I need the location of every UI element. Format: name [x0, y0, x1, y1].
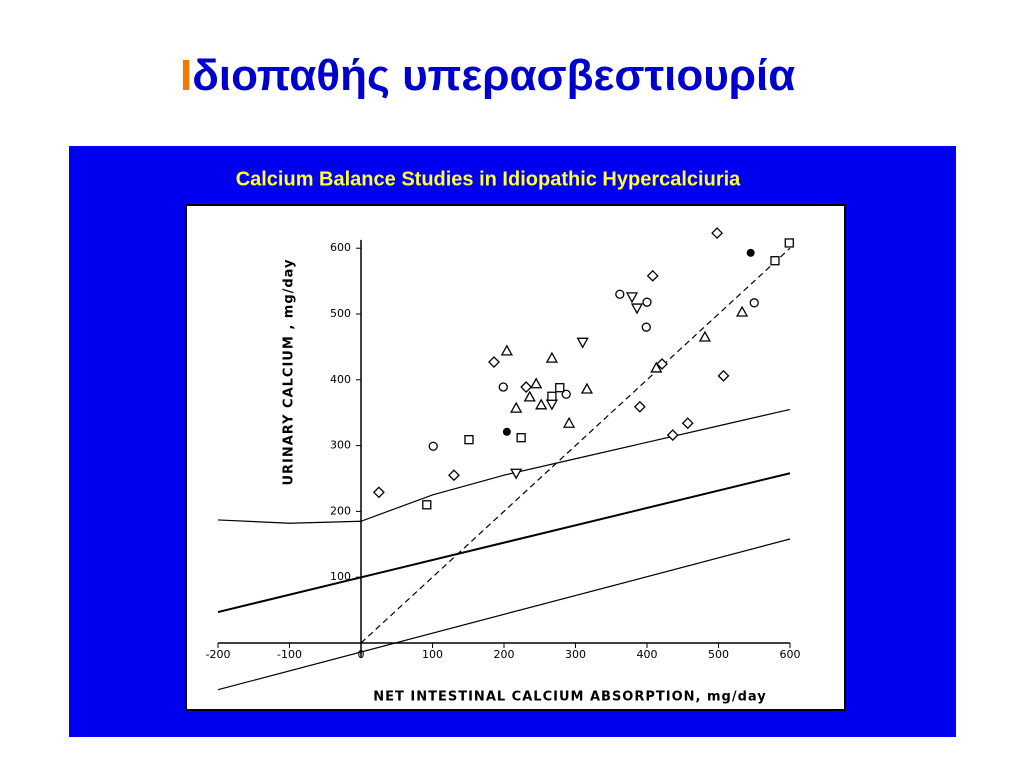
slide-title: Iδιοπαθής υπερασβεστιουρία: [180, 51, 795, 100]
point: [516, 433, 526, 443]
chart-title: Calcium Balance Studies in Idiopathic Hy…: [236, 168, 741, 190]
point: [545, 351, 559, 363]
plot: -200 -100 0 100 200 300 400 500 600 100 200 300 400 5…: [206, 227, 801, 691]
point: [656, 358, 668, 370]
point: [681, 417, 694, 430]
point: [735, 305, 749, 317]
point: [530, 377, 543, 389]
point: [488, 356, 500, 368]
point: [717, 369, 730, 382]
point: [642, 297, 652, 307]
x-tick-label: -100: [277, 648, 302, 661]
point: [535, 398, 548, 410]
point: [666, 429, 679, 441]
x-tick-label: 200: [494, 648, 515, 661]
y-tick-label: 400: [330, 373, 351, 386]
y-axis-label: URINARY CALCIUM , mg/day: [282, 258, 297, 485]
point: [510, 401, 523, 413]
fit-line: [217, 472, 791, 614]
point: [746, 248, 755, 257]
point: [615, 289, 625, 299]
point: [372, 486, 385, 499]
point: [464, 435, 474, 445]
x-tick-label: 0: [358, 648, 365, 661]
point: [562, 416, 576, 428]
point: [625, 292, 639, 304]
y-tick-label: 100: [330, 570, 351, 583]
title-initial: I: [180, 51, 192, 100]
point: [500, 344, 513, 356]
point: [498, 382, 508, 392]
point: [580, 382, 594, 394]
point: [547, 391, 557, 401]
fit-line: [217, 538, 791, 691]
point: [555, 383, 565, 393]
title-rest: διοπαθής υπερασβεστιουρία: [192, 51, 795, 100]
point: [698, 330, 712, 342]
point: [770, 256, 780, 266]
x-tick-label: -200: [206, 648, 231, 661]
y-tick-label: 600: [330, 241, 351, 254]
point: [422, 500, 432, 510]
point: [646, 269, 659, 282]
point: [428, 441, 438, 451]
point: [523, 390, 536, 402]
point: [784, 238, 794, 248]
point: [520, 381, 533, 393]
x-axis-label: NET INTESTINAL CALCIUM ABSORPTION, mg/da…: [373, 690, 767, 705]
plot-area: [185, 204, 846, 711]
point: [650, 361, 663, 373]
x-tick-label: 400: [637, 648, 658, 661]
x-tick-label: 100: [422, 648, 443, 661]
point: [633, 400, 646, 413]
fit-line: [360, 247, 791, 644]
fit-line: [217, 408, 791, 524]
point: [576, 337, 589, 349]
point: [510, 468, 523, 480]
y-tick-label: 200: [330, 504, 351, 517]
x-tick-label: 600: [780, 648, 801, 661]
y-tick-label: 300: [330, 439, 351, 452]
point: [502, 427, 511, 436]
y-tick-label: 500: [330, 307, 351, 320]
x-tick-label: 500: [708, 648, 729, 661]
point: [711, 227, 723, 240]
x-tick-label: 300: [565, 648, 586, 661]
point: [749, 298, 759, 308]
point: [641, 322, 651, 332]
point: [448, 469, 460, 482]
point: [630, 303, 644, 315]
